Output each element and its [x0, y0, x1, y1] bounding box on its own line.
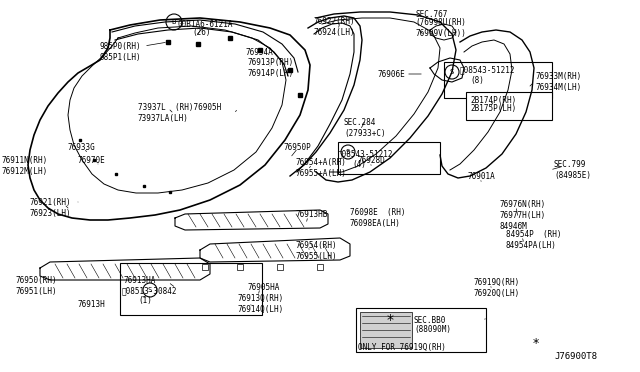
Text: 2B174P(RH): 2B174P(RH) — [470, 96, 516, 105]
Text: (26): (26) — [192, 28, 211, 37]
Text: Ⓝ08543-51212: Ⓝ08543-51212 — [460, 65, 515, 74]
Bar — [338, 142, 440, 174]
Text: *: * — [387, 313, 394, 327]
Text: B: B — [172, 19, 176, 25]
Text: 76901A: 76901A — [468, 172, 496, 181]
Bar — [317, 264, 323, 270]
Text: 76954+A(RH)
76955+A(LH): 76954+A(RH) 76955+A(LH) — [296, 158, 347, 178]
Text: 76905HA: 76905HA — [248, 283, 280, 292]
Text: 76933M(RH)
76934M(LH): 76933M(RH) 76934M(LH) — [536, 72, 582, 92]
Bar — [356, 308, 486, 352]
Bar — [120, 263, 262, 315]
Text: 2B175P(LH): 2B175P(LH) — [470, 104, 516, 113]
Text: 76913P(RH)
76914P(LH): 76913P(RH) 76914P(LH) — [248, 58, 294, 78]
Text: 84954P  (RH)
84954PA(LH): 84954P (RH) 84954PA(LH) — [506, 230, 561, 250]
Text: SEC.799
(84985E): SEC.799 (84985E) — [554, 160, 591, 180]
Text: S: S — [148, 287, 152, 293]
Text: (1): (1) — [138, 296, 152, 305]
Text: 76933G: 76933G — [68, 143, 96, 152]
Bar — [360, 312, 412, 348]
Text: 76954A: 76954A — [246, 48, 274, 57]
Text: 76906E: 76906E — [378, 70, 406, 79]
Text: 00B1A6-6121A: 00B1A6-6121A — [178, 20, 234, 29]
Text: 76913HB: 76913HB — [296, 210, 328, 219]
Text: 76928D: 76928D — [358, 156, 386, 165]
Text: 76098E  (RH)
76098EA(LH): 76098E (RH) 76098EA(LH) — [350, 208, 406, 228]
Text: 76913HA: 76913HA — [124, 276, 156, 285]
Text: 76922(RH)
76924(LH): 76922(RH) 76924(LH) — [314, 17, 356, 37]
Text: 76954(RH)
76955(LH): 76954(RH) 76955(LH) — [296, 241, 338, 261]
Text: ONLY FOR 76919Q(RH): ONLY FOR 76919Q(RH) — [358, 343, 446, 352]
Bar — [277, 264, 283, 270]
Text: 76976N(RH)
76977H(LH)
84946M: 76976N(RH) 76977H(LH) 84946M — [500, 200, 547, 231]
Text: 76950P: 76950P — [284, 143, 312, 152]
Text: 76913Q(RH)
76914Q(LH): 76913Q(RH) 76914Q(LH) — [238, 294, 284, 314]
Bar — [444, 62, 552, 98]
Text: (88090M): (88090M) — [414, 325, 451, 334]
Text: 76950(RH)
76951(LH): 76950(RH) 76951(LH) — [16, 276, 58, 296]
Text: S: S — [450, 69, 454, 75]
Text: (76998U(RH)
76999V(LH)): (76998U(RH) 76999V(LH)) — [415, 18, 466, 38]
Text: Ⓝ08513-30842: Ⓝ08513-30842 — [122, 286, 177, 295]
Text: SEC.284
(27933+C): SEC.284 (27933+C) — [344, 118, 386, 138]
Text: 76919Q(RH)
76920Q(LH): 76919Q(RH) 76920Q(LH) — [474, 278, 520, 298]
Text: 73937L  (RH)76905H
73937LA(LH): 73937L (RH)76905H 73937LA(LH) — [138, 103, 221, 123]
Bar — [237, 264, 243, 270]
Text: *: * — [533, 337, 539, 350]
Text: S: S — [346, 149, 350, 155]
Text: 76970E: 76970E — [78, 156, 106, 165]
Text: SEC.767: SEC.767 — [415, 10, 447, 19]
Bar — [202, 264, 208, 270]
Text: 76913H: 76913H — [78, 300, 106, 309]
Text: 76921(RH)
76923(LH): 76921(RH) 76923(LH) — [30, 198, 72, 218]
Text: SEC.BB0: SEC.BB0 — [414, 316, 446, 325]
Text: 76911N(RH)
76912M(LH): 76911N(RH) 76912M(LH) — [2, 156, 48, 176]
Text: J76900T8: J76900T8 — [554, 352, 597, 361]
Text: 985P0(RH)
985P1(LH): 985P0(RH) 985P1(LH) — [100, 42, 141, 62]
Text: Ⓝ08543-51212: Ⓝ08543-51212 — [338, 149, 394, 158]
Text: (4): (4) — [352, 160, 366, 169]
Bar — [466, 92, 552, 120]
Text: (8): (8) — [470, 76, 484, 85]
